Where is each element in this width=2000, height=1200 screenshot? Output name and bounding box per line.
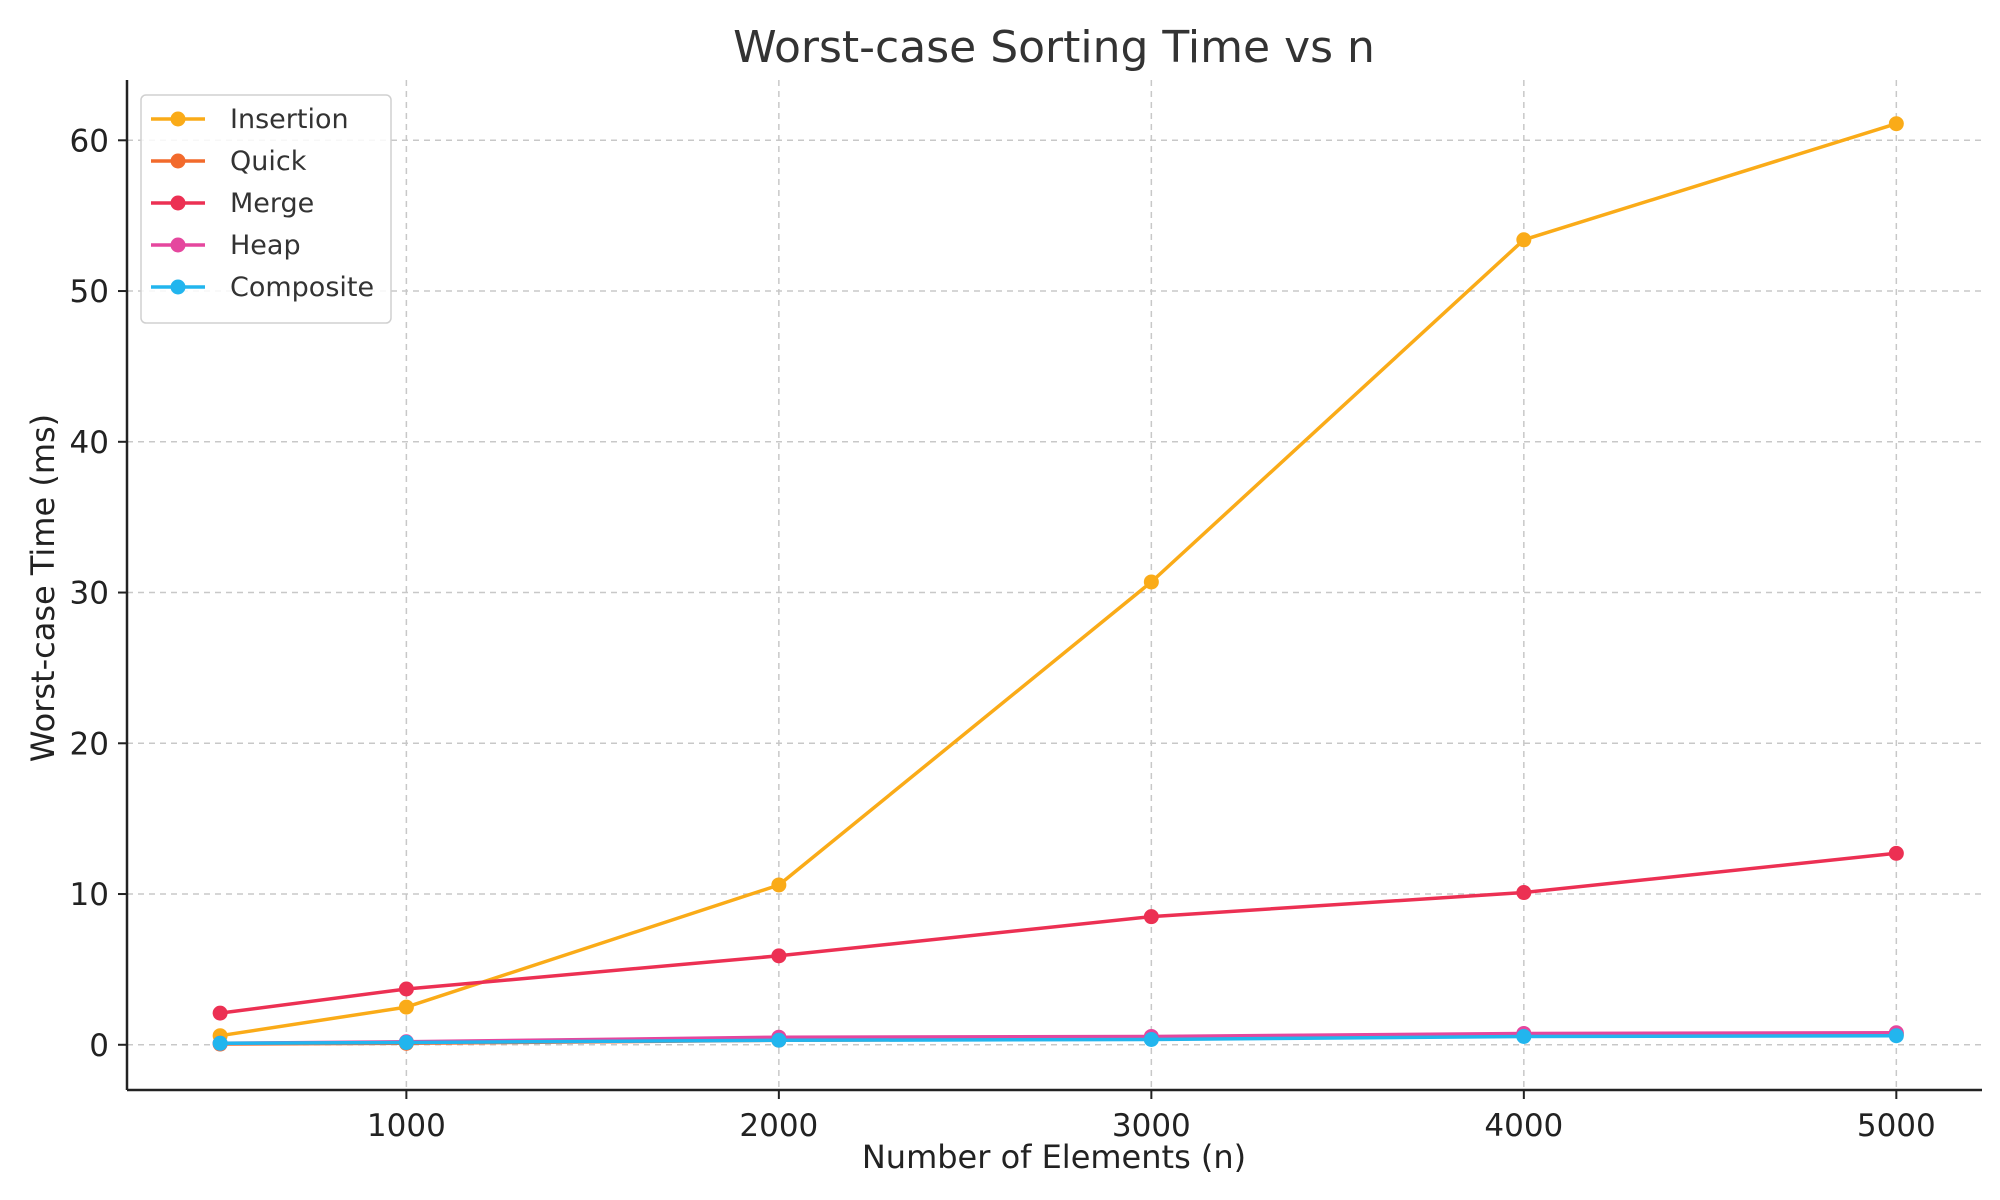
- legend-label: Insertion: [230, 104, 349, 135]
- data-point-merge: [1516, 885, 1532, 901]
- x-tick-label: 3000: [1112, 1108, 1191, 1144]
- data-point-composite: [1888, 1028, 1904, 1044]
- legend-swatch-marker: [170, 111, 186, 127]
- legend-swatch-marker: [170, 195, 186, 211]
- x-tick-label: 1000: [367, 1108, 446, 1144]
- legend-item-quick: Quick: [151, 146, 307, 177]
- y-axis-label: Worst-case Time (ms): [24, 414, 62, 762]
- x-tick-label: 4000: [1484, 1108, 1563, 1144]
- chart-title: Worst-case Sorting Time vs n: [733, 22, 1375, 73]
- series-line-insertion: [219, 122, 1897, 1038]
- y-tick-label: 30: [70, 576, 109, 612]
- data-point-insertion: [1516, 232, 1532, 248]
- y-tick-label: 10: [70, 877, 109, 913]
- data-point-insertion: [1888, 116, 1904, 132]
- series-insertion: [212, 116, 1904, 1044]
- legend-swatch-marker: [170, 153, 186, 169]
- x-tick-label: 5000: [1857, 1108, 1936, 1144]
- data-point-insertion: [398, 999, 414, 1015]
- legend-label: Quick: [230, 146, 307, 177]
- data-point-merge: [398, 981, 414, 997]
- data-point-insertion: [771, 877, 787, 893]
- data-point-merge: [771, 948, 787, 964]
- legend-item-insertion: Insertion: [151, 104, 349, 135]
- series-merge: [212, 845, 1904, 1021]
- series-line-merge: [219, 851, 1897, 1015]
- legend-swatch-marker: [170, 237, 186, 253]
- data-point-composite: [212, 1035, 228, 1051]
- data-point-merge: [1143, 909, 1159, 925]
- data-point-composite: [771, 1032, 787, 1048]
- x-axis-label: Number of Elements (n): [862, 1138, 1246, 1176]
- y-tick-label: 20: [70, 726, 109, 762]
- legend-label: Heap: [230, 230, 301, 261]
- legend: Insertion Quick Merge Heap Composite: [140, 94, 392, 324]
- legend-item-merge: Merge: [151, 188, 314, 219]
- legend-frame: [140, 94, 392, 324]
- y-tick-label: 60: [70, 123, 109, 159]
- series-group: [212, 116, 1904, 1052]
- y-tick-label: 50: [70, 274, 109, 310]
- axes: 1000 2000 3000 4000 5000 0 10 20 30 40 50 60: [70, 80, 1982, 1144]
- legend-item-heap: Heap: [151, 230, 301, 261]
- y-tick-label: 40: [70, 425, 109, 461]
- legend-item-composite: Composite: [151, 272, 374, 303]
- data-point-composite: [1143, 1032, 1159, 1047]
- data-point-composite: [1516, 1028, 1532, 1044]
- series-composite: [212, 1028, 1904, 1051]
- data-point-merge: [1888, 845, 1904, 861]
- x-tick-label: 2000: [739, 1108, 818, 1144]
- data-point-composite: [398, 1035, 414, 1051]
- grid: [127, 80, 1982, 1090]
- legend-label: Composite: [230, 272, 374, 303]
- legend-swatch-marker: [170, 279, 186, 295]
- data-point-merge: [212, 1005, 228, 1021]
- y-tick-label: 0: [89, 1028, 109, 1064]
- legend-label: Merge: [230, 188, 314, 219]
- series-line-composite: [220, 1033, 1897, 1046]
- data-point-insertion: [1143, 574, 1159, 590]
